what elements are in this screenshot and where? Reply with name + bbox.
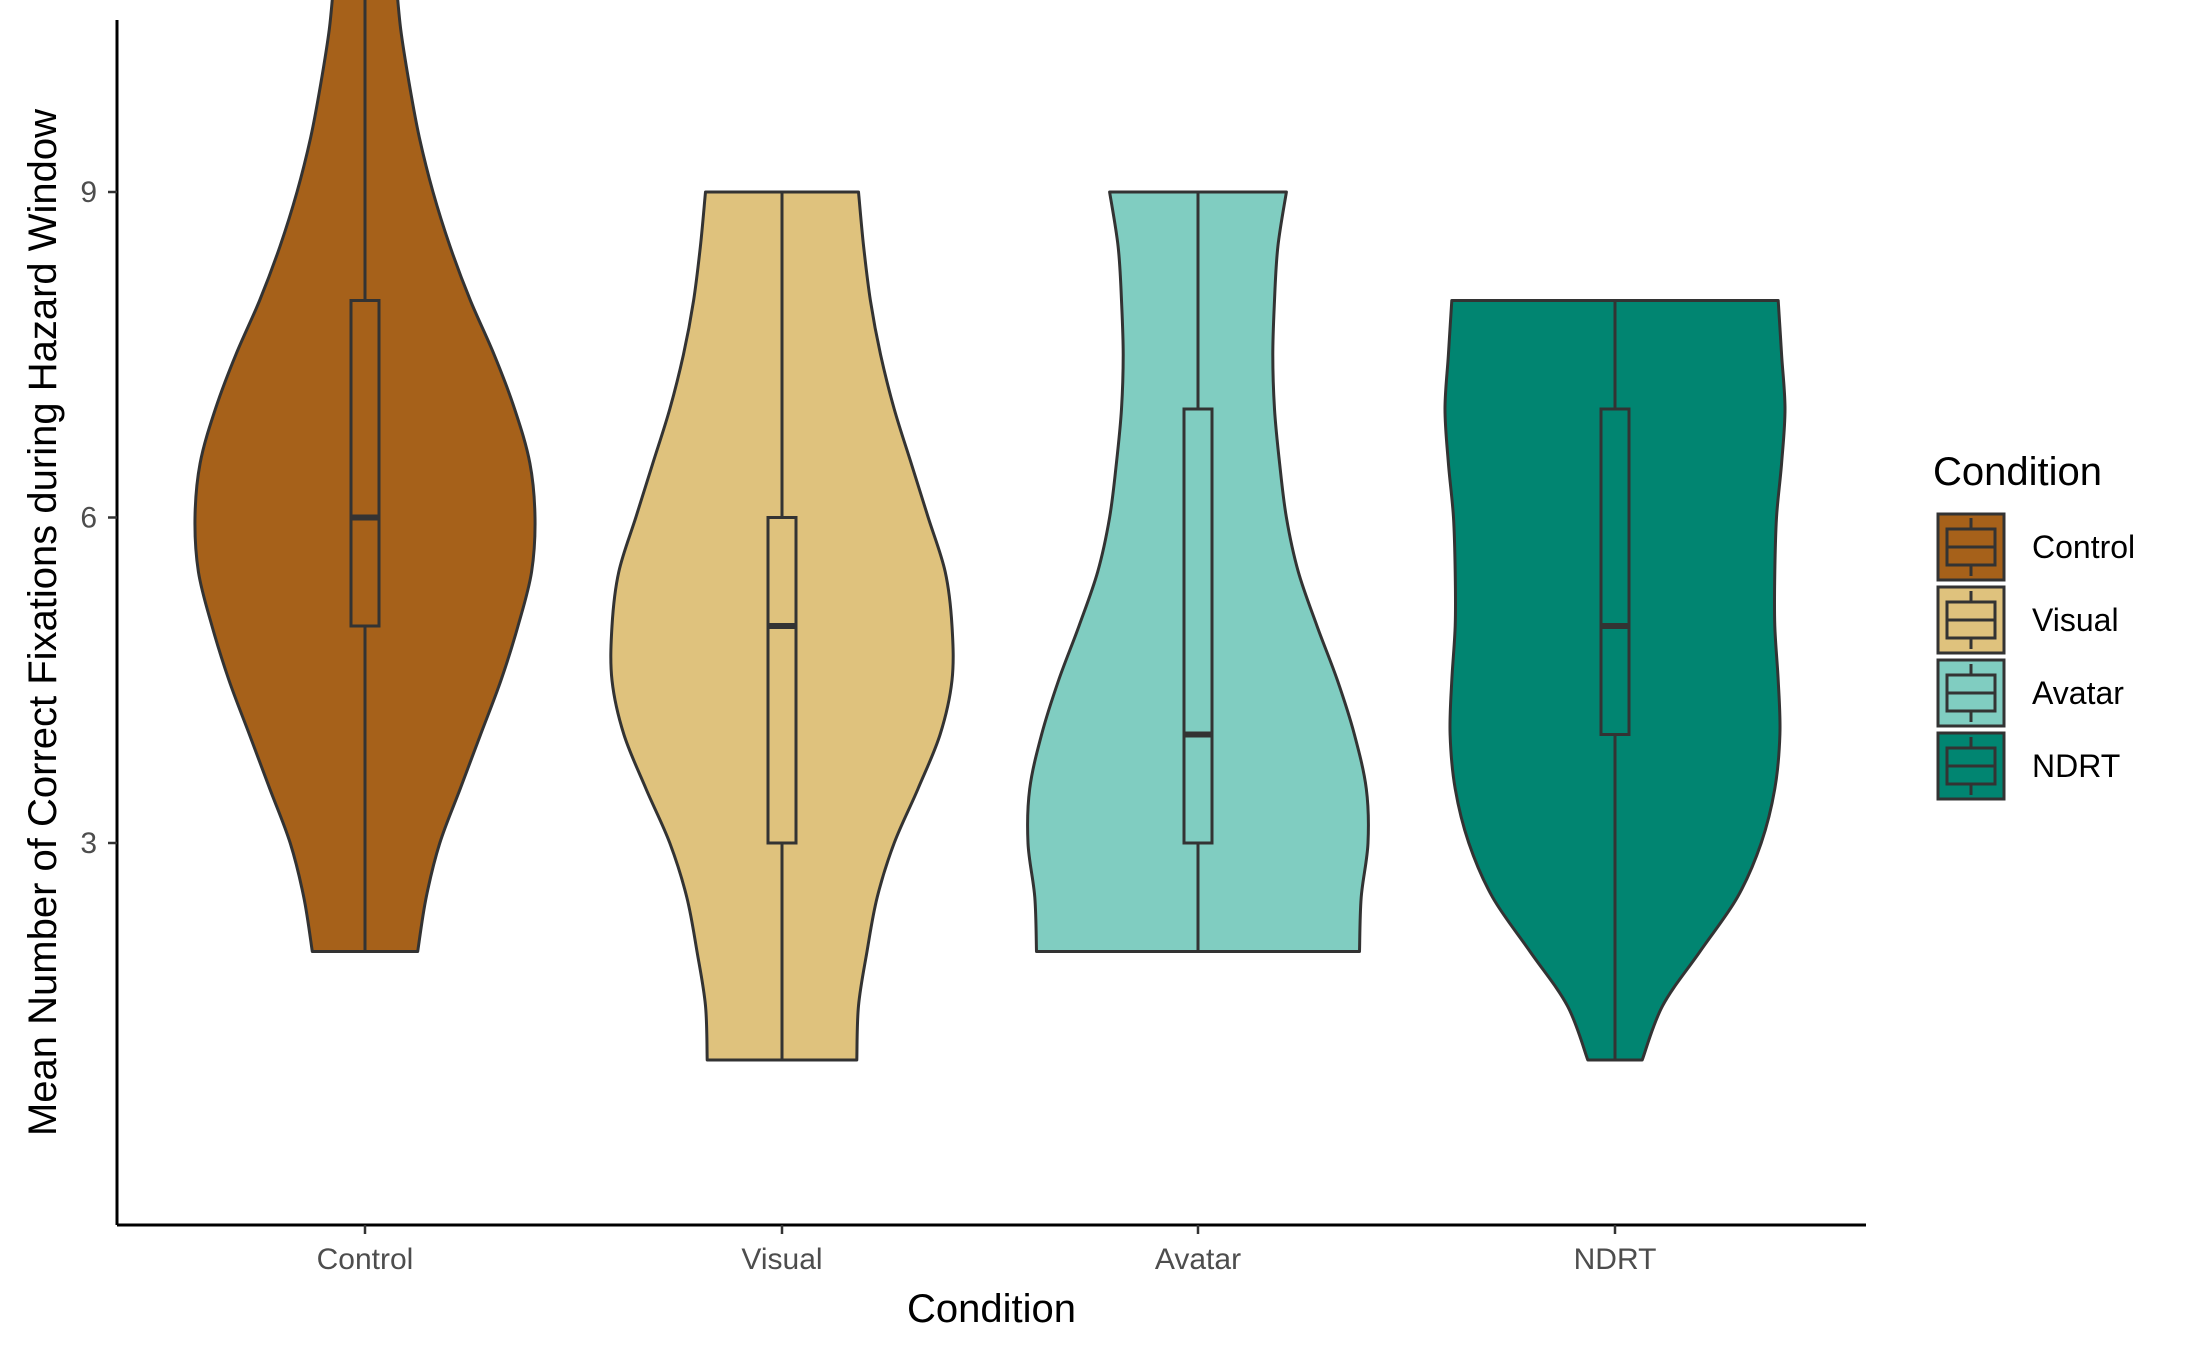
plot-area (193, 0, 1787, 1062)
x-tick-label: Avatar (1155, 1243, 1241, 1276)
box-ndrt (1599, 407, 1631, 736)
x-tick-label: Control (317, 1243, 414, 1276)
x-axis-title: Condition (907, 1287, 1076, 1331)
legend-label-visual: Visual (2032, 602, 2119, 638)
box-visual (766, 516, 798, 845)
y-axis-title: Mean Number of Correct Fixations during … (21, 109, 65, 1136)
x-tick-label: Visual (741, 1243, 822, 1276)
x-tick-label: NDRT (1574, 1243, 1657, 1276)
y-tick-label: 3 (80, 827, 97, 860)
y-tick-label: 6 (80, 502, 97, 535)
x-axis-ticks: Control Visual Avatar NDRT (317, 1225, 1657, 1276)
legend: Condition Control Visual Avatar NDRT (1933, 450, 2135, 801)
legend-title: Condition (1933, 450, 2102, 494)
legend-label-ndrt: NDRT (2032, 748, 2120, 784)
y-axis-ticks: 3 6 9 (80, 176, 117, 860)
legend-label-control: Control (2032, 529, 2135, 565)
legend-label-avatar: Avatar (2032, 675, 2124, 711)
y-tick-label: 9 (80, 176, 97, 209)
box-avatar (1182, 407, 1214, 845)
box-control (349, 299, 381, 628)
